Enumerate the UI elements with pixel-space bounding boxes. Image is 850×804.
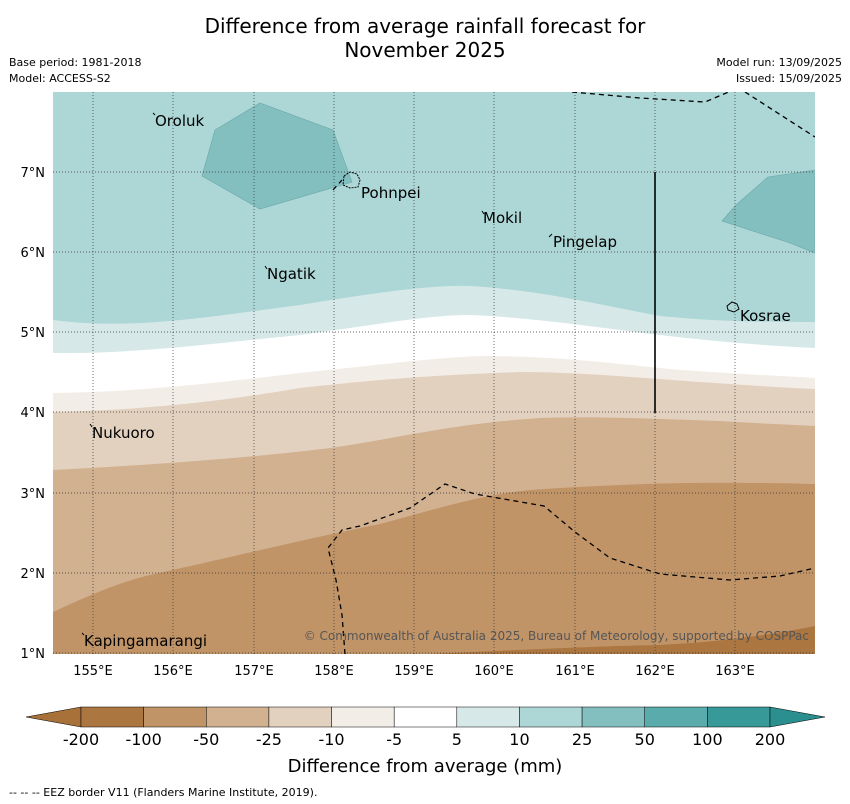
- mokil-atoll: [481, 210, 485, 215]
- legend-color-cell: [331, 706, 395, 728]
- lon-tick-label: 162°E: [635, 664, 675, 679]
- oroluk-atoll: [152, 112, 156, 116]
- lat-axis-labels: 1°N 2°N 3°N 4°N 5°N 6°N 7°N: [21, 166, 46, 662]
- legend-color-cell: [456, 706, 520, 728]
- legend-tick-label: 5: [452, 730, 462, 749]
- legend-color-cell: [707, 706, 771, 728]
- kosrae-island: [726, 301, 740, 313]
- nukuoro-atoll: [89, 423, 93, 428]
- lat-tick-label: 2°N: [21, 567, 46, 582]
- place-label: Pingelap: [553, 233, 617, 251]
- eez-border-pohnpei: [332, 179, 343, 191]
- legend-title: Difference from average (mm): [288, 756, 563, 777]
- color-legend: -200 -100 -50 -25 -10 -5 5 10 25 50 100 200 Differe…: [25, 706, 826, 777]
- lon-tick-label: 157°E: [234, 664, 274, 679]
- place-label: Oroluk: [155, 112, 204, 130]
- eez-border-northeast: [744, 92, 815, 138]
- legend-overflow-tip: [769, 706, 826, 728]
- islands: [81, 112, 740, 636]
- legend-tick-labels: -200 -100 -50 -25 -10 -5 5 10 25 50 100 200: [63, 730, 785, 749]
- place-label: Kosrae: [740, 307, 791, 325]
- legend-tick-label: 10: [509, 730, 529, 749]
- legend-color-cell: [519, 706, 583, 728]
- place-label: Ngatik: [267, 265, 316, 283]
- legend-tick-label: -5: [386, 730, 402, 749]
- legend-cells: [80, 706, 771, 728]
- lon-tick-label: 161°E: [555, 664, 595, 679]
- lat-tick-label: 1°N: [21, 647, 46, 662]
- legend-color-cell: [80, 706, 144, 728]
- legend-color-cell: [206, 706, 270, 728]
- wet-patch-east: [721, 169, 815, 254]
- pingelap-atoll: [548, 233, 553, 238]
- wet-patch-pohnpei: [201, 102, 353, 210]
- legend-color-cell: [268, 706, 332, 728]
- place-label: Kapingamarangi: [84, 632, 207, 650]
- map-title: Difference from average rainfall forecas…: [0, 14, 850, 62]
- lat-tick-label: 7°N: [21, 166, 46, 181]
- pohnpei-island: [342, 171, 361, 189]
- meta-right: Model run: 13/09/2025 Issued: 15/09/2025: [716, 55, 842, 87]
- legend-tick-label: 50: [635, 730, 655, 749]
- model-run: Model run: 13/09/2025: [716, 56, 842, 69]
- lat-tick-label: 3°N: [21, 487, 46, 502]
- eez-footnote: -- -- -- EEZ border V11 (Flanders Marine…: [9, 786, 318, 799]
- map-area: [53, 92, 815, 654]
- lon-tick-label: 155°E: [73, 664, 113, 679]
- legend-tick-label: 25: [572, 730, 592, 749]
- legend-tick-label: -10: [318, 730, 344, 749]
- band-minus50-minus100: [53, 482, 815, 654]
- eez-border-south: [327, 483, 815, 654]
- place-labels: Oroluk Pohnpei Mokil Pingelap Ngatik Kos…: [84, 112, 791, 650]
- lon-tick-label: 160°E: [474, 664, 514, 679]
- legend-tick-label: 200: [755, 730, 786, 749]
- legend-color-cell: [644, 706, 708, 728]
- graticule: [53, 92, 815, 654]
- legend-tick-label: -50: [193, 730, 219, 749]
- issued-date: Issued: 15/09/2025: [735, 72, 842, 85]
- legend-underflow-tip: [25, 706, 82, 728]
- kapingamarangi-atoll: [81, 632, 85, 636]
- title-line-1: Difference from average rainfall forecas…: [204, 14, 646, 38]
- legend-tick-label: -200: [63, 730, 99, 749]
- lon-tick-label: 158°E: [314, 664, 354, 679]
- lon-tick-label: 159°E: [394, 664, 434, 679]
- base-period: Base period: 1981-2018: [9, 56, 142, 69]
- title-line-2: November 2025: [344, 38, 506, 62]
- legend-color-cell: [143, 706, 207, 728]
- lon-axis-labels: 155°E 156°E 157°E 158°E 159°E 160°E 161°…: [73, 664, 755, 679]
- band-minus100-minus200: [430, 626, 815, 654]
- ngatik-atoll: [264, 265, 268, 270]
- legend-tick-label: 100: [692, 730, 723, 749]
- eez-border-north: [571, 92, 731, 103]
- lat-tick-label: 5°N: [21, 326, 46, 341]
- place-label: Nukuoro: [92, 424, 155, 442]
- legend-color-cell: [581, 706, 645, 728]
- legend-color-cell: [393, 706, 458, 728]
- legend-tick-label: -25: [256, 730, 282, 749]
- lon-tick-label: 163°E: [715, 664, 755, 679]
- copyright-notice: © Commonwealth of Australia 2025, Bureau…: [304, 629, 809, 643]
- place-label: Mokil: [483, 209, 522, 227]
- model-name: Model: ACCESS-S2: [9, 72, 111, 85]
- legend-tick-label: -100: [125, 730, 161, 749]
- eez-borders: [327, 92, 815, 654]
- lat-tick-label: 6°N: [21, 246, 46, 261]
- lat-tick-label: 4°N: [21, 406, 46, 421]
- place-label: Pohnpei: [361, 184, 421, 202]
- meta-left: Base period: 1981-2018 Model: ACCESS-S2: [9, 55, 141, 87]
- lon-tick-label: 156°E: [153, 664, 193, 679]
